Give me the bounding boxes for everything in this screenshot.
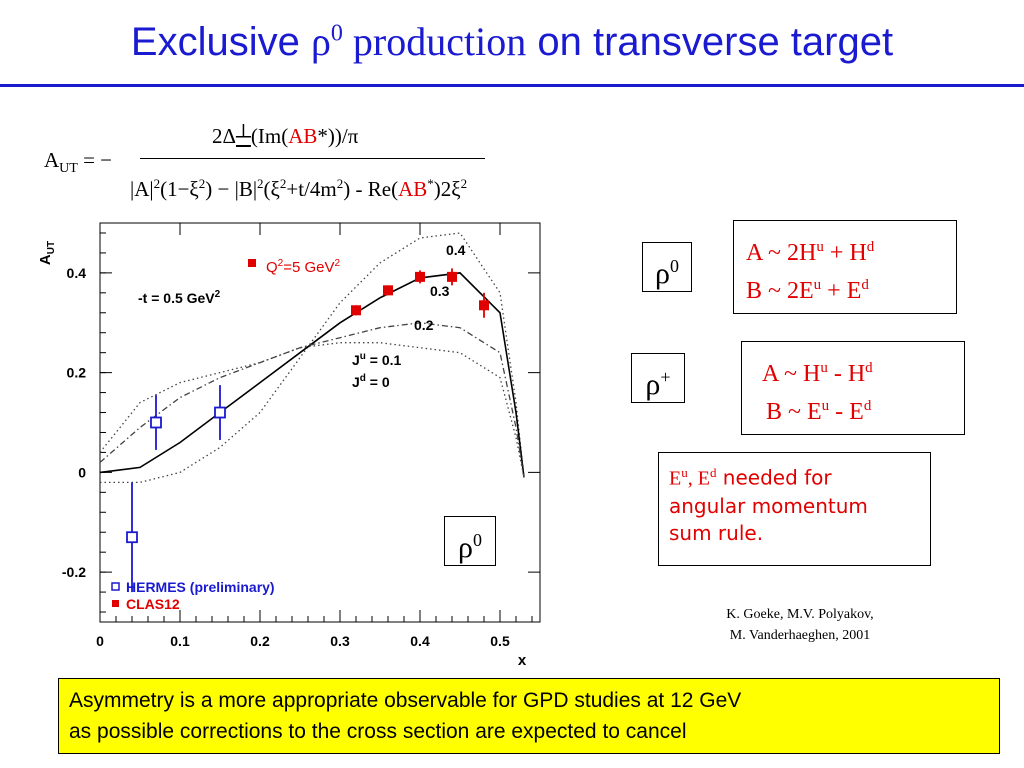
legend-clas12-marker [112, 600, 119, 607]
fraction-bar [140, 158, 485, 159]
legend: HERMES (preliminary) CLAS12 [112, 579, 275, 612]
rhoplus-gpd-box: A ~ Hu - Hd B ~ Eu - Ed [741, 341, 965, 435]
legend-clas12-label: CLAS12 [126, 596, 180, 612]
x-tick-label: 0 [96, 633, 104, 649]
rho0-gpd-box: A ~ 2Hu + Hd B ~ 2Eu + Ed [733, 220, 957, 314]
x-tick-label: 0.1 [170, 633, 190, 649]
q2-label: Q2=5 GeV2 [248, 258, 341, 276]
x-axis-label: x [518, 652, 527, 669]
hermes-point [127, 532, 137, 542]
y-tick-label: 0.4 [67, 265, 87, 281]
hermes-point [215, 408, 225, 418]
asymmetry-plot: AUT x 0 0.1 0.2 0.3 0.4 0.5 -0.2 0 0.2 0.4 Q2=5 G… [20, 215, 580, 675]
clas12-point [383, 285, 393, 295]
reference: K. Goeke, M.V. Polyakov, M. Vanderhaeghe… [690, 604, 910, 646]
angular-momentum-note: Eu, Ed needed for angular momentum sum r… [658, 452, 931, 566]
rhoplus-gpd-b: B ~ Eu - Ed [762, 390, 944, 428]
curve-label-0.4: 0.4 [446, 242, 466, 258]
clas12-point [479, 300, 489, 310]
y-axis-label: AUT [37, 241, 57, 265]
rho0-gpd-b: B ~ 2Eu + Ed [746, 269, 944, 307]
y-tick-label: 0.2 [67, 365, 87, 381]
curve-label-0.3: 0.3 [430, 283, 450, 299]
jd-label: Jd = 0 [352, 373, 390, 390]
legend-hermes-label: HERMES (preliminary) [126, 579, 275, 595]
rhoplus-gpd-a: A ~ Hu - Hd [762, 352, 944, 390]
x-tick-label: 0.5 [490, 633, 510, 649]
x-tick-label: 0.2 [250, 633, 270, 649]
conclusion-box: Asymmetry is a more appropriate observab… [58, 678, 1000, 754]
x-tick-label: 0.4 [410, 633, 430, 649]
conclusion-line1: Asymmetry is a more appropriate observab… [69, 685, 989, 716]
legend-hermes-marker [112, 583, 119, 590]
svg-text:Q2=5 GeV2: Q2=5 GeV2 [266, 258, 341, 276]
t-label: -t = 0.5 GeV2 [138, 289, 221, 306]
slide-title: Exclusive ρ0 production on transverse ta… [0, 18, 1024, 65]
formula-numerator: 2Δ┴(Im(AB*))/π [212, 124, 358, 149]
q2-marker [248, 259, 256, 267]
title-underline [0, 84, 1024, 87]
formula-lhs: AUT = − [44, 148, 112, 177]
formula-denominator: |A|2(1−ξ2) − |B|2(ξ2+t/4m2) - Re(AB*)2ξ2 [130, 176, 467, 202]
hermes-point [151, 418, 161, 428]
rho0-plot-label: ρ0 [444, 516, 496, 566]
ju-label: Ju = 0.1 [352, 351, 402, 368]
curve-label-0.2: 0.2 [414, 317, 434, 333]
y-tick-label: 0 [78, 464, 86, 480]
clas12-point [351, 305, 361, 315]
rho0-gpd-a: A ~ 2Hu + Hd [746, 231, 944, 269]
clas12-point [447, 272, 457, 282]
x-tick-label: 0.3 [330, 633, 350, 649]
conclusion-line2: as possible corrections to the cross sec… [69, 716, 989, 747]
rho0-box: ρ0 [642, 242, 692, 292]
rhoplus-box: ρ+ [631, 353, 685, 403]
curve-0.2 [100, 323, 524, 478]
y-tick-label: -0.2 [62, 564, 86, 580]
clas12-point [415, 272, 425, 282]
